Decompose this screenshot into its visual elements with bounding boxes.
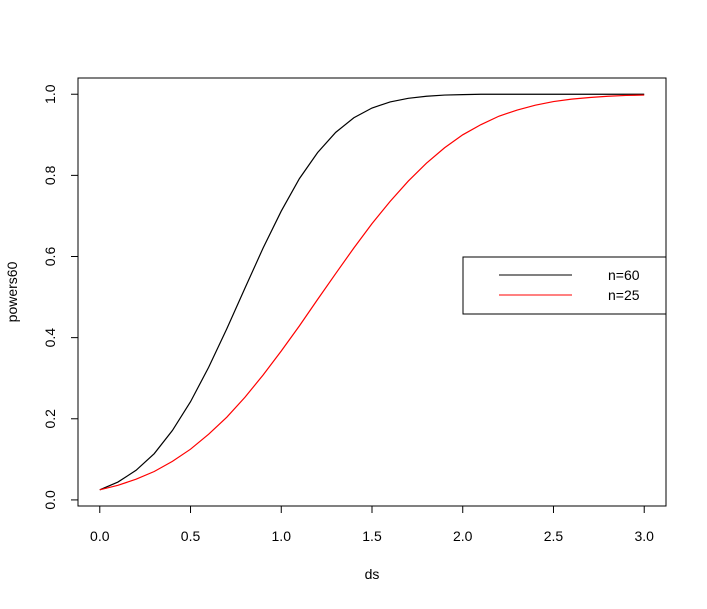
x-axis-label: ds (365, 566, 380, 582)
y-axis-label: powers60 (4, 261, 20, 322)
x-tick-label: 0.0 (90, 528, 110, 544)
legend-label: n=25 (608, 287, 640, 303)
y-tick-label: 0.6 (42, 247, 58, 267)
x-tick-label: 1.5 (362, 528, 382, 544)
legend-box (462, 256, 667, 315)
y-tick-label: 1.0 (42, 84, 58, 104)
x-tick-label: 1.0 (272, 528, 292, 544)
x-tick-label: 0.5 (181, 528, 201, 544)
line-series (99, 94, 645, 491)
legend-label: n=60 (608, 267, 640, 283)
x-tick-label: 3.0 (634, 528, 654, 544)
x-tick-label: 2.0 (453, 528, 473, 544)
x-tick-label: 2.5 (544, 528, 564, 544)
y-tick-label: 0.4 (42, 328, 58, 348)
y-tick-label: 0.0 (42, 490, 58, 510)
line-series (99, 93, 645, 491)
y-tick-label: 0.8 (42, 165, 58, 185)
y-tick-label: 0.2 (42, 409, 58, 429)
